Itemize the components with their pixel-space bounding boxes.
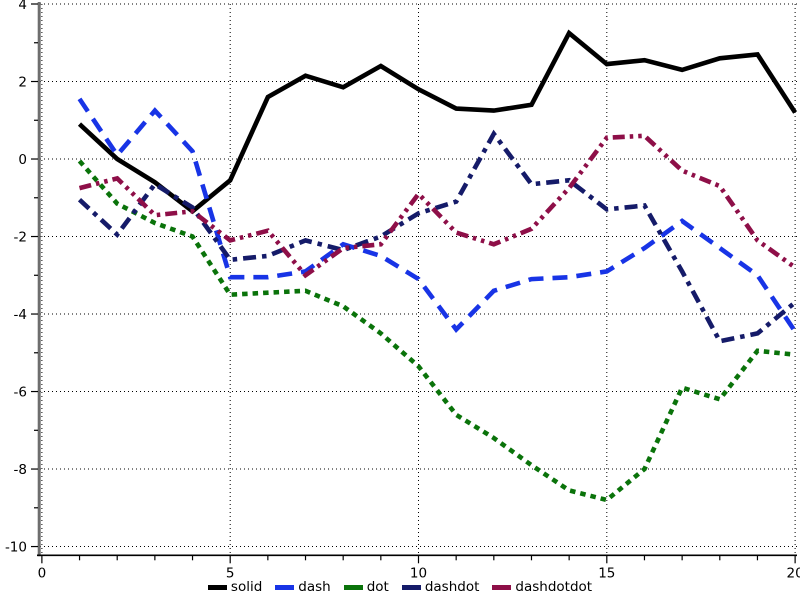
- y-tick-label: 4: [18, 0, 27, 13]
- axis-ticks: [31, 3, 796, 564]
- legend-label: dashdotdot: [515, 579, 593, 595]
- y-tick-label: -6: [14, 384, 27, 400]
- x-tick-label: 10: [410, 565, 427, 581]
- series-line-dash: [77, 97, 798, 334]
- x-tick-label: 0: [38, 565, 47, 581]
- x-tick-label: 15: [598, 565, 615, 581]
- legend-item-dot: dot: [343, 579, 389, 595]
- x-tick-label: 5: [226, 565, 235, 581]
- y-tick-label: 2: [18, 74, 27, 90]
- series-line-dot: [77, 159, 796, 503]
- legend-label: dash: [298, 579, 331, 595]
- legend-item-solid: solid: [207, 579, 263, 595]
- legend-item-dash: dash: [275, 579, 331, 595]
- legend-swatch-dashdotdot: [492, 584, 512, 590]
- y-tick-label: -10: [5, 539, 27, 555]
- legend-label: dot: [366, 579, 389, 595]
- legend-item-dashdotdot: dashdotdot: [492, 579, 592, 595]
- legend-label: dashdot: [424, 579, 480, 595]
- x-tick-label: 20: [787, 565, 800, 581]
- y-tick-label: -4: [14, 307, 27, 323]
- y-tick-label: -2: [14, 229, 27, 245]
- series-line-solid: [77, 29, 798, 215]
- series-line-dashdotdot: [78, 133, 797, 279]
- legend-swatch-dot: [343, 584, 363, 590]
- y-tick-label: 0: [18, 152, 27, 168]
- legend: solid dash dot dashdot dashdotdot: [0, 579, 800, 595]
- legend-swatch-dash: [275, 584, 295, 590]
- legend-swatch-dashdot: [401, 584, 421, 590]
- y-tick-label: -8: [14, 462, 27, 478]
- y-tick-labels: 4 2 0 -2 -4 -6 -8 -10: [5, 0, 27, 555]
- legend-label: solid: [230, 579, 263, 595]
- series-line-dashdot: [77, 129, 797, 344]
- legend-item-dashdot: dashdot: [401, 579, 480, 595]
- legend-swatch-solid: [207, 584, 227, 590]
- x-tick-labels: 0 5 10 15 20: [38, 565, 800, 581]
